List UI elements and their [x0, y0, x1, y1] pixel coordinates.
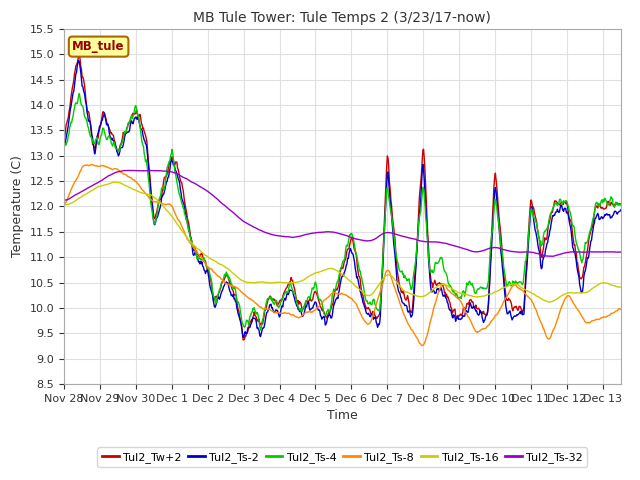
- Line: Tul2_Tw+2: Tul2_Tw+2: [64, 57, 621, 340]
- Tul2_Ts-8: [541, 329, 548, 335]
- Tul2_Ts-4: [76, 91, 83, 96]
- Tul2_Ts-16: [60, 202, 68, 207]
- Tul2_Ts-32: [617, 249, 625, 255]
- Line: Tul2_Ts-32: Tul2_Ts-32: [64, 170, 621, 256]
- Tul2_Ts-32: [384, 229, 392, 235]
- Tul2_Ts-2: [399, 300, 407, 306]
- Tul2_Ts-32: [415, 238, 423, 243]
- Tul2_Ts-16: [384, 272, 392, 278]
- Title: MB Tule Tower: Tule Temps 2 (3/23/17-now): MB Tule Tower: Tule Temps 2 (3/23/17-now…: [193, 11, 492, 25]
- Tul2_Ts-16: [546, 299, 554, 305]
- Tul2_Ts-32: [60, 197, 68, 203]
- Tul2_Tw+2: [617, 201, 625, 207]
- Line: Tul2_Ts-2: Tul2_Ts-2: [64, 60, 621, 337]
- Tul2_Ts-4: [416, 210, 424, 216]
- Tul2_Ts-16: [94, 184, 102, 190]
- Line: Tul2_Ts-4: Tul2_Ts-4: [64, 94, 621, 330]
- Tul2_Ts-8: [415, 340, 423, 346]
- Tul2_Ts-2: [75, 58, 83, 63]
- Tul2_Ts-8: [87, 162, 95, 168]
- Tul2_Ts-32: [94, 180, 102, 185]
- Tul2_Ts-4: [60, 143, 68, 148]
- Tul2_Ts-32: [548, 253, 556, 259]
- Tul2_Tw+2: [541, 235, 548, 240]
- X-axis label: Time: Time: [327, 409, 358, 422]
- Tul2_Ts-4: [617, 201, 625, 207]
- Y-axis label: Temperature (C): Temperature (C): [11, 156, 24, 257]
- Tul2_Ts-2: [541, 252, 548, 258]
- Line: Tul2_Ts-16: Tul2_Ts-16: [64, 182, 621, 302]
- Tul2_Ts-16: [399, 287, 406, 292]
- Tul2_Ts-2: [95, 127, 102, 133]
- Tul2_Tw+2: [484, 309, 492, 315]
- Tul2_Tw+2: [60, 136, 68, 142]
- Tul2_Ts-16: [540, 298, 548, 303]
- Tul2_Ts-16: [483, 292, 491, 298]
- Tul2_Ts-32: [540, 252, 548, 258]
- Tul2_Ts-2: [60, 142, 68, 148]
- Tul2_Ts-4: [399, 271, 407, 277]
- Tul2_Ts-16: [112, 179, 120, 185]
- Tul2_Ts-4: [95, 142, 102, 148]
- Tul2_Ts-32: [147, 168, 155, 173]
- Tul2_Ts-32: [399, 233, 406, 239]
- Tul2_Ts-4: [484, 281, 492, 287]
- Legend: Tul2_Tw+2, Tul2_Ts-2, Tul2_Ts-4, Tul2_Ts-8, Tul2_Ts-16, Tul2_Ts-32: Tul2_Tw+2, Tul2_Ts-2, Tul2_Ts-4, Tul2_Ts…: [97, 447, 588, 467]
- Tul2_Ts-2: [484, 308, 492, 314]
- Tul2_Tw+2: [416, 186, 424, 192]
- Tul2_Ts-2: [416, 205, 424, 211]
- Tul2_Tw+2: [399, 288, 407, 294]
- Tul2_Ts-4: [257, 327, 264, 333]
- Tul2_Ts-2: [385, 180, 392, 185]
- Tul2_Ts-8: [419, 343, 426, 348]
- Text: MB_tule: MB_tule: [72, 40, 125, 53]
- Tul2_Ts-8: [399, 308, 406, 314]
- Tul2_Tw+2: [95, 129, 102, 135]
- Tul2_Ts-4: [541, 228, 548, 234]
- Tul2_Ts-8: [95, 164, 102, 169]
- Tul2_Ts-8: [617, 306, 625, 312]
- Tul2_Ts-8: [384, 267, 392, 273]
- Tul2_Ts-16: [415, 294, 423, 300]
- Tul2_Ts-32: [483, 246, 491, 252]
- Line: Tul2_Ts-8: Tul2_Ts-8: [64, 165, 621, 346]
- Tul2_Ts-16: [617, 284, 625, 290]
- Tul2_Tw+2: [76, 54, 83, 60]
- Tul2_Tw+2: [239, 337, 247, 343]
- Tul2_Tw+2: [385, 165, 392, 170]
- Tul2_Ts-4: [385, 195, 392, 201]
- Tul2_Ts-2: [617, 207, 625, 213]
- Tul2_Ts-2: [239, 335, 247, 340]
- Tul2_Ts-8: [484, 323, 492, 328]
- Tul2_Ts-8: [60, 201, 68, 206]
